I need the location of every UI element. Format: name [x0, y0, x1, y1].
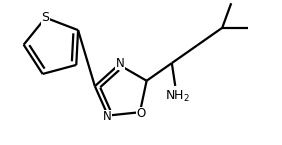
Text: S: S: [41, 11, 50, 24]
Text: NH$_2$: NH$_2$: [165, 89, 190, 104]
Text: N: N: [116, 57, 124, 70]
Text: O: O: [136, 107, 146, 120]
Text: N: N: [102, 110, 111, 123]
